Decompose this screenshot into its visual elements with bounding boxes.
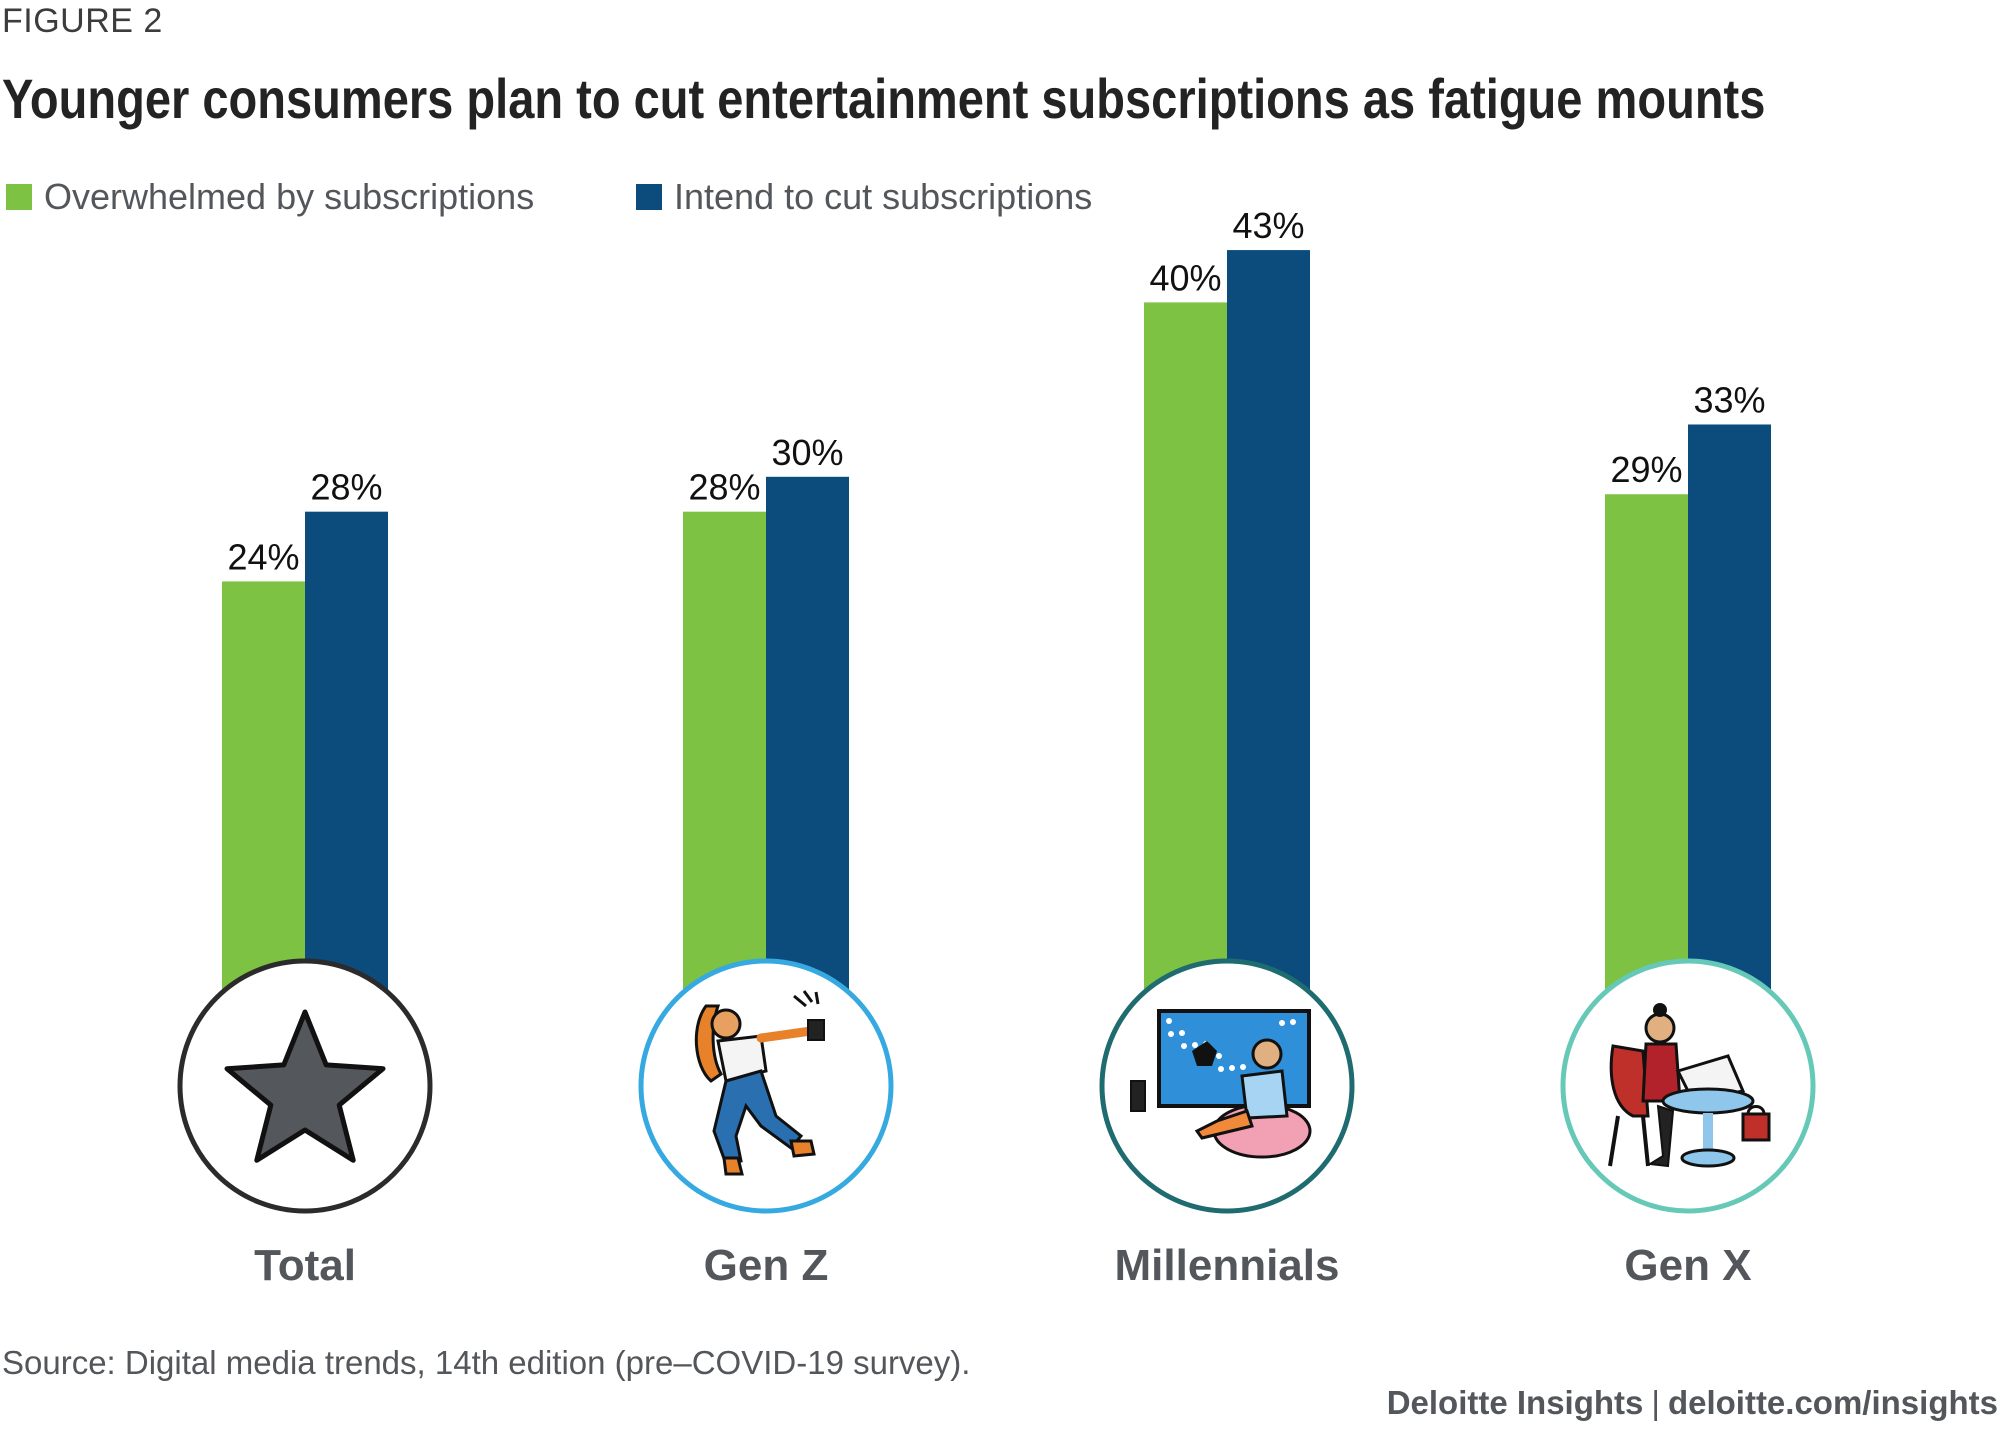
legend-swatch-green xyxy=(6,184,32,210)
chart-title: Younger consumers plan to cut entertainm… xyxy=(2,67,1766,130)
value-label: 43% xyxy=(1232,205,1304,246)
gamer-person-icon xyxy=(1130,1009,1312,1159)
star-icon-badge xyxy=(177,958,433,1214)
figure-label: FIGURE 2 xyxy=(2,2,163,40)
value-label: 30% xyxy=(771,432,843,473)
laptop-person-icon xyxy=(1608,1003,1771,1168)
dancing-person-icon-badge xyxy=(638,958,894,1214)
category-label: Gen X xyxy=(1624,1241,1751,1290)
category-label: Millennials xyxy=(1115,1241,1340,1290)
value-label: 29% xyxy=(1610,449,1682,490)
credit-separator: | xyxy=(1651,1384,1660,1421)
star-icon xyxy=(224,1009,386,1163)
gamer-person-icon-badge xyxy=(1099,958,1355,1214)
legend-swatch-blue xyxy=(636,184,662,210)
bar-gen-z-intend-to-cut xyxy=(766,476,849,1000)
credit-url: deloitte.com/insights xyxy=(1667,1384,1998,1421)
legend-label-intend-to-cut: Intend to cut subscriptions xyxy=(674,176,1093,217)
bar-gen-x-overwhelmed xyxy=(1605,494,1688,1000)
bar-millennials-intend-to-cut xyxy=(1227,250,1310,1000)
dancing-person-icon xyxy=(694,990,825,1176)
bar-total-intend-to-cut xyxy=(305,511,388,1000)
legend-item-intend-to-cut: Intend to cut subscriptions xyxy=(636,176,1092,218)
source-note: Source: Digital media trends, 14th editi… xyxy=(2,1344,971,1381)
category-label: Total xyxy=(254,1241,356,1290)
bar-millennials-overwhelmed xyxy=(1144,302,1227,1000)
legend-item-overwhelmed: Overwhelmed by subscriptions xyxy=(6,176,534,218)
legend-label-overwhelmed: Overwhelmed by subscriptions xyxy=(44,176,535,217)
icons-layer xyxy=(177,958,1816,1214)
value-label: 24% xyxy=(227,536,299,577)
value-label: 40% xyxy=(1149,257,1221,298)
bar-gen-z-overwhelmed xyxy=(683,511,766,1000)
value-label: 28% xyxy=(310,467,382,508)
value-labels-layer: 24% 28% 28% 30% 40% 43% 29% 33% xyxy=(227,205,1765,577)
value-label: 33% xyxy=(1693,379,1765,420)
bars-layer xyxy=(222,250,1771,1001)
category-labels-layer: Total Gen Z Millennials Gen X xyxy=(254,1241,1752,1290)
laptop-person-icon-badge xyxy=(1560,958,1816,1214)
brand-name: Deloitte Insights xyxy=(1386,1384,1644,1421)
category-label: Gen Z xyxy=(704,1241,829,1290)
bar-total-overwhelmed xyxy=(222,581,305,1000)
value-label: 28% xyxy=(688,467,760,508)
bar-gen-x-intend-to-cut xyxy=(1688,424,1771,1001)
credit-line: Deloitte Insights | deloitte.com/insights xyxy=(1387,1384,1998,1422)
